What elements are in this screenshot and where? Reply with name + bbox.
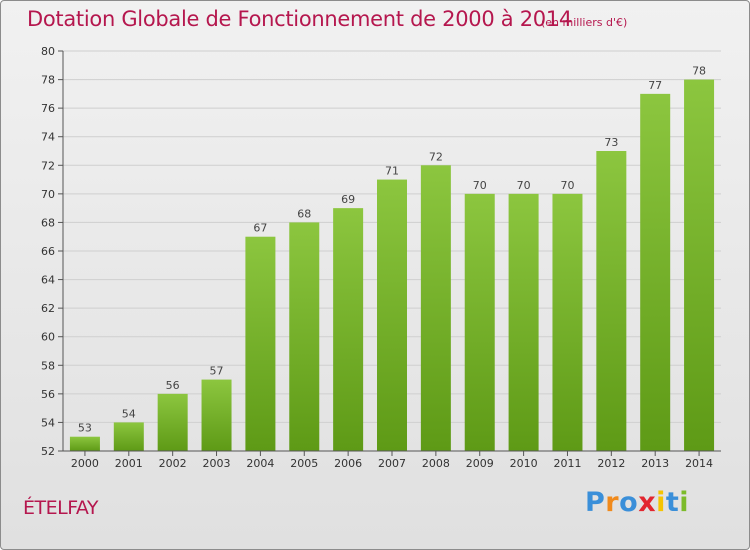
- bar: [420, 165, 451, 452]
- x-tick-label: 2002: [159, 457, 187, 470]
- x-tick-label: 2000: [71, 457, 99, 470]
- x-tick-label: 2012: [597, 457, 625, 470]
- bar-value-label: 72: [429, 150, 443, 163]
- y-tick-label: 52: [41, 445, 55, 458]
- bar: [69, 436, 100, 451]
- x-tick-label: 2005: [290, 457, 318, 470]
- bar: [201, 379, 232, 451]
- chart-title: Dotation Globale de Fonctionnement de 20…: [27, 7, 572, 31]
- bar-value-label: 70: [473, 179, 487, 192]
- y-tick-label: 80: [41, 45, 55, 58]
- x-tick-label: 2001: [115, 457, 143, 470]
- x-tick-label: 2009: [466, 457, 494, 470]
- x-tick-label: 2003: [203, 457, 231, 470]
- y-tick-label: 74: [41, 131, 55, 144]
- bar-value-label: 78: [692, 65, 706, 78]
- bar: [684, 79, 715, 452]
- y-tick-label: 64: [41, 274, 55, 287]
- logo-letter: i: [679, 487, 690, 518]
- bar-value-label: 70: [560, 179, 574, 192]
- bar-value-label: 77: [648, 79, 662, 92]
- commune-name: ÉTELFAY: [23, 497, 99, 519]
- bar: [157, 393, 188, 451]
- chart-subtitle: (en milliers d'€): [541, 16, 628, 29]
- x-tick-label: 2006: [334, 457, 362, 470]
- bar: [640, 93, 671, 451]
- logo-letter: o: [619, 487, 639, 518]
- bar: [245, 236, 276, 451]
- x-tick-label: 2007: [378, 457, 406, 470]
- x-tick-label: 2010: [510, 457, 538, 470]
- logo-letter: t: [665, 487, 680, 518]
- logo-letter: r: [605, 487, 620, 518]
- y-tick-label: 58: [41, 359, 55, 372]
- y-tick-label: 62: [41, 302, 55, 315]
- y-tick-label: 70: [41, 188, 55, 201]
- y-tick-label: 60: [41, 331, 55, 344]
- x-tick-label: 2004: [246, 457, 274, 470]
- x-tick-label: 2013: [641, 457, 669, 470]
- bar-value-label: 73: [604, 136, 618, 149]
- bar-value-label: 57: [210, 365, 224, 378]
- bar-value-label: 56: [166, 379, 180, 392]
- bar: [508, 193, 539, 451]
- y-tick-label: 72: [41, 159, 55, 172]
- y-tick-label: 54: [41, 416, 55, 429]
- bar-value-label: 54: [122, 407, 136, 420]
- y-tick-label: 68: [41, 216, 55, 229]
- logo-letter: P: [585, 487, 606, 518]
- bar: [464, 193, 495, 451]
- bar: [377, 179, 407, 452]
- y-tick-label: 66: [41, 245, 55, 258]
- bar-value-label: 70: [517, 179, 531, 192]
- proxiti-logo[interactable]: Proxiti: [585, 487, 689, 518]
- x-tick-label: 2008: [422, 457, 450, 470]
- bar-value-label: 69: [341, 193, 355, 206]
- bar: [113, 422, 144, 451]
- bar-value-label: 68: [297, 207, 311, 220]
- x-tick-label: 2011: [553, 457, 581, 470]
- bar: [596, 151, 627, 451]
- bar: [289, 222, 320, 451]
- logo-letter: i: [656, 487, 666, 518]
- bar-value-label: 67: [253, 222, 267, 235]
- logo-letter: x: [638, 487, 657, 518]
- y-tick-label: 76: [41, 102, 55, 115]
- x-tick-label: 2014: [685, 457, 713, 470]
- bar-value-label: 71: [385, 165, 399, 178]
- y-tick-label: 78: [41, 74, 55, 87]
- y-tick-label: 56: [41, 388, 55, 401]
- bar-value-label: 53: [78, 422, 92, 435]
- bar: [552, 193, 583, 451]
- bar: [333, 208, 364, 451]
